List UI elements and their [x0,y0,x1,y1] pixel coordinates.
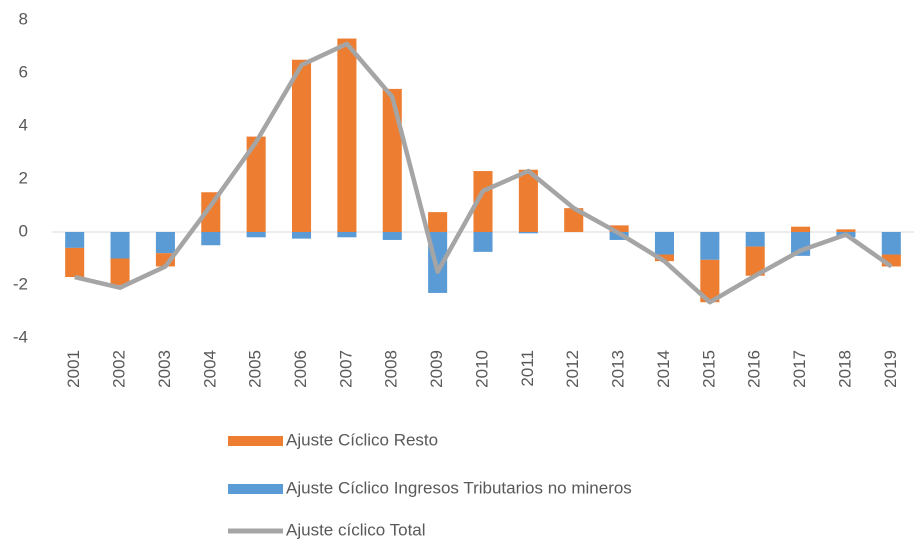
bar [110,232,130,259]
bar [110,258,130,285]
bar [337,38,357,232]
bar [791,226,811,232]
bar [654,232,675,255]
bar [836,229,856,232]
bar [382,232,402,240]
bar [201,232,221,246]
legend-label: Ajuste Cíclico Ingresos Tributarios no m… [286,478,632,497]
bar [65,247,85,278]
y-tick-label: 8 [19,9,28,28]
bar [246,232,266,238]
line [74,41,893,305]
x-tick-label: 2006 [291,350,310,388]
bar [155,232,175,254]
x-tick-label: 2017 [790,350,809,388]
y-tick-label: 4 [19,115,28,134]
legend-swatch [228,484,283,494]
bar [337,232,357,238]
bar [654,254,675,262]
x-tick-label: 2019 [881,350,900,388]
bar [700,232,720,260]
legend-swatch [228,436,283,446]
y-tick-label: 6 [19,62,28,81]
bar [518,232,538,234]
x-tick-label: 2003 [155,350,174,388]
bar [382,88,402,233]
bar [246,136,266,232]
x-tick-label: 2001 [64,350,83,388]
x-tick-label: 2013 [609,350,628,388]
x-tick-label: 2008 [382,350,401,388]
bar [881,232,901,255]
bar [65,232,85,248]
bar [700,259,720,303]
bar [291,232,312,239]
x-tick-label: 2018 [835,350,854,388]
x-tick-label: 2009 [427,350,446,388]
y-tick-label: 0 [19,221,28,240]
x-tick-label: 2012 [563,350,582,388]
x-tick-label: 2010 [472,350,491,388]
x-tick-label: 2005 [246,350,265,388]
bar [745,232,765,247]
x-tick-label: 2007 [336,350,355,388]
y-tick-label: -2 [13,274,28,293]
bar [881,254,901,267]
x-tick-label: 2004 [200,350,219,388]
y-tick-label: 2 [19,168,28,187]
x-tick-label: 2016 [745,350,764,388]
y-tick-label: -4 [13,327,28,346]
bar [473,232,493,252]
legend-label: Ajuste cíclico Total [286,520,426,539]
bar [609,232,629,240]
bar [473,171,493,232]
legend-label: Ajuste Cíclico Resto [286,430,438,449]
x-tick-label: 2015 [699,350,718,388]
bar [609,225,629,232]
bar [428,212,448,232]
bar [291,59,312,232]
x-tick-label: 2002 [110,350,129,388]
x-tick-label: 2014 [654,350,673,388]
bar [518,169,538,232]
bar [564,208,584,232]
x-tick-label: 2011 [518,350,537,387]
bar [745,246,765,276]
